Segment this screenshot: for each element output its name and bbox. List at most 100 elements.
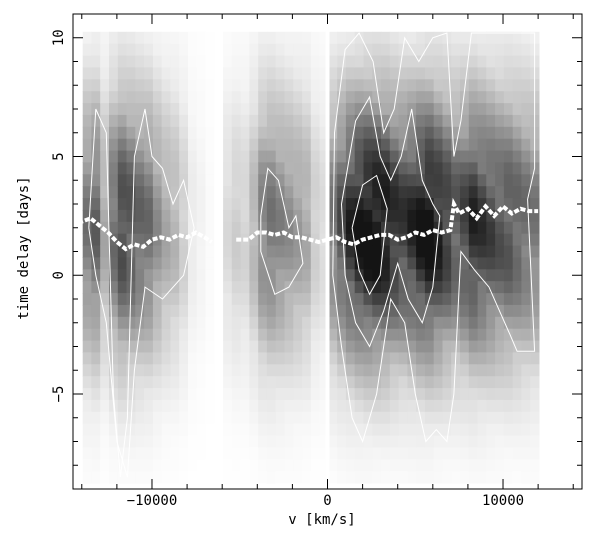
heatmap-cell [223, 376, 233, 389]
heatmap-cell [275, 304, 285, 318]
heatmap-cell [135, 364, 145, 377]
heatmap-cell [407, 186, 417, 199]
heatmap-cell [135, 376, 145, 389]
heatmap-cell [284, 209, 294, 223]
heatmap-cell [433, 162, 443, 175]
heatmap-cell [512, 162, 522, 175]
heatmap-cell [214, 114, 224, 128]
heatmap-cell [152, 269, 163, 282]
heatmap-cell [477, 352, 487, 365]
heatmap-cell [152, 364, 163, 377]
heatmap-cell [477, 221, 487, 235]
heatmap-cell [433, 435, 443, 448]
heatmap-cell [231, 31, 242, 45]
heatmap-cell [503, 352, 514, 365]
heatmap-cell [249, 138, 259, 152]
heatmap-cell [328, 91, 338, 104]
heatmap-cell [293, 245, 303, 258]
heatmap-cell [240, 316, 250, 330]
heatmap-cell [460, 471, 470, 484]
heatmap-cell [354, 352, 364, 365]
heatmap-cell [530, 459, 540, 472]
heatmap-cell [161, 304, 171, 318]
heatmap-cell [477, 162, 487, 175]
heatmap-cell [109, 340, 119, 353]
heatmap-cell [135, 388, 145, 401]
heatmap-cell [188, 55, 198, 68]
heatmap-cell [442, 245, 452, 258]
heatmap-cell [91, 340, 101, 353]
heatmap-cell [416, 376, 426, 389]
heatmap-cell [337, 388, 347, 401]
heatmap-cell [284, 435, 294, 448]
heatmap-cell [486, 43, 496, 57]
heatmap-cell [82, 435, 92, 448]
heatmap-cell [302, 328, 312, 342]
heatmap-cell [451, 91, 461, 104]
heatmap-cell [249, 447, 259, 460]
heatmap-cell [223, 245, 233, 258]
heatmap-cell [354, 198, 364, 211]
heatmap-cell [179, 55, 189, 68]
heatmap-cell [521, 388, 531, 401]
heatmap-cell [126, 79, 136, 92]
heatmap-cell [109, 174, 119, 187]
heatmap-cell [407, 174, 417, 187]
heatmap-cell [117, 114, 128, 128]
heatmap-cell [345, 162, 356, 175]
heatmap-cell [363, 388, 373, 401]
heatmap-cell [512, 114, 522, 128]
heatmap-cell [468, 198, 479, 211]
heatmap-cell [495, 233, 505, 247]
heatmap-cell [530, 174, 540, 187]
heatmap-cell [310, 399, 321, 413]
heatmap-cell [416, 138, 426, 152]
heatmap-cell [416, 388, 426, 401]
heatmap-cell [205, 162, 215, 175]
heatmap-cell [266, 103, 277, 116]
heatmap-cell [293, 423, 303, 437]
heatmap-cell [468, 471, 479, 484]
heatmap-cell [451, 43, 461, 57]
heatmap-cell [109, 316, 119, 330]
heatmap-cell [302, 435, 312, 448]
heatmap-cell [161, 114, 171, 128]
heatmap-cell [126, 174, 136, 187]
heatmap-cell [477, 186, 487, 199]
heatmap-cell [495, 221, 505, 235]
heatmap-cell [468, 269, 479, 282]
heatmap-cell [451, 162, 461, 175]
heatmap-cell [451, 376, 461, 389]
heatmap-cell [310, 304, 321, 318]
heatmap-cell [407, 209, 417, 223]
heatmap-cell [240, 257, 250, 270]
heatmap-cell [407, 388, 417, 401]
heatmap-cell [188, 293, 198, 306]
heatmap-cell [337, 138, 347, 152]
heatmap-cell [319, 281, 329, 294]
heatmap-cell [381, 209, 391, 223]
heatmap-cell [495, 209, 505, 223]
heatmap-cell [152, 126, 163, 140]
heatmap-cell [196, 162, 206, 175]
heatmap-cell [477, 376, 487, 389]
heatmap-cell [319, 67, 329, 80]
heatmap-cell [389, 364, 400, 377]
heatmap-cell [188, 138, 198, 152]
heatmap-cell [302, 269, 312, 282]
zero-velocity-gap [325, 25, 330, 490]
heatmap-cell [381, 304, 391, 318]
heatmap-cell [433, 233, 443, 247]
heatmap-cell [345, 91, 356, 104]
heatmap-cell [354, 186, 364, 199]
heatmap-cell [135, 352, 145, 365]
heatmap-cell [503, 340, 514, 353]
heatmap-cell [372, 411, 382, 425]
heatmap-cell [126, 162, 136, 175]
heatmap-cell [100, 55, 110, 68]
heatmap-cell [460, 103, 470, 116]
heatmap-cell [117, 435, 128, 448]
heatmap-cell [284, 67, 294, 80]
heatmap-cell [468, 435, 479, 448]
heatmap-cell [100, 245, 110, 258]
